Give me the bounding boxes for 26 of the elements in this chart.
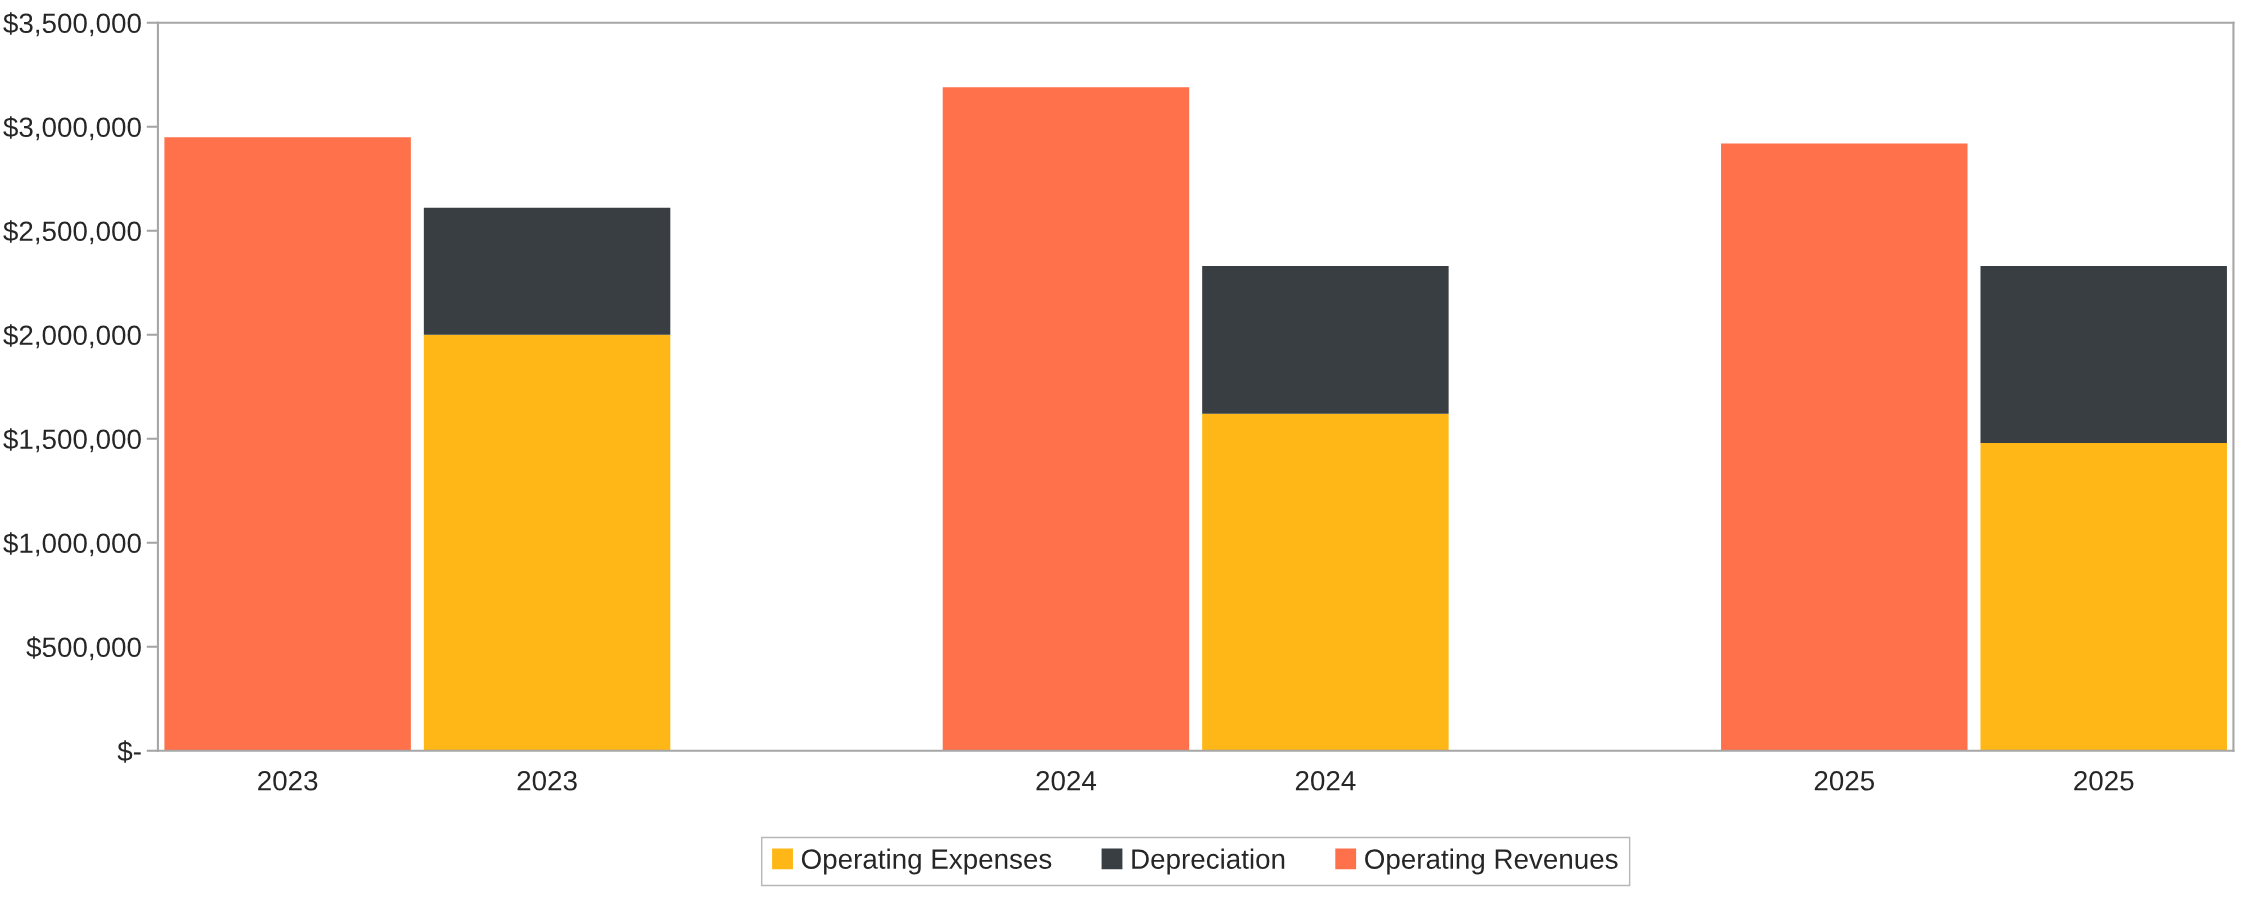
y-tick-label: $2,000,000	[3, 324, 141, 349]
bar	[1721, 143, 1968, 751]
legend-label: Operating Revenues	[1365, 848, 1618, 875]
y-tick-label: $500,000	[26, 636, 141, 661]
x-tick-label: 2025	[1814, 770, 1875, 791]
x-tick-label: 2023	[517, 770, 577, 791]
bar	[164, 137, 411, 751]
y-tick-label: $3,000,000	[3, 116, 141, 141]
legend-label: Operating Expenses	[801, 848, 1052, 875]
bar	[1202, 413, 1449, 751]
x-tick-label: 2024	[1036, 770, 1097, 791]
bar	[1980, 442, 2227, 751]
x-tick-label: 2023	[258, 770, 318, 791]
x-tick-label: 2024	[1295, 770, 1356, 791]
bar	[1202, 266, 1449, 414]
y-tick-label: $2,500,000	[3, 220, 141, 245]
legend-label: Depreciation	[1132, 848, 1285, 875]
bar	[423, 334, 671, 751]
y-tick-label: $1,500,000	[3, 428, 141, 453]
y-tick-label: $-	[117, 740, 141, 763]
y-tick-label: $3,500,000	[3, 12, 141, 37]
bar	[942, 87, 1190, 751]
y-tick-label: $1,000,000	[3, 532, 141, 557]
bar	[1980, 266, 2227, 443]
x-tick-label: 2025	[2074, 770, 2134, 791]
bar	[423, 207, 671, 335]
